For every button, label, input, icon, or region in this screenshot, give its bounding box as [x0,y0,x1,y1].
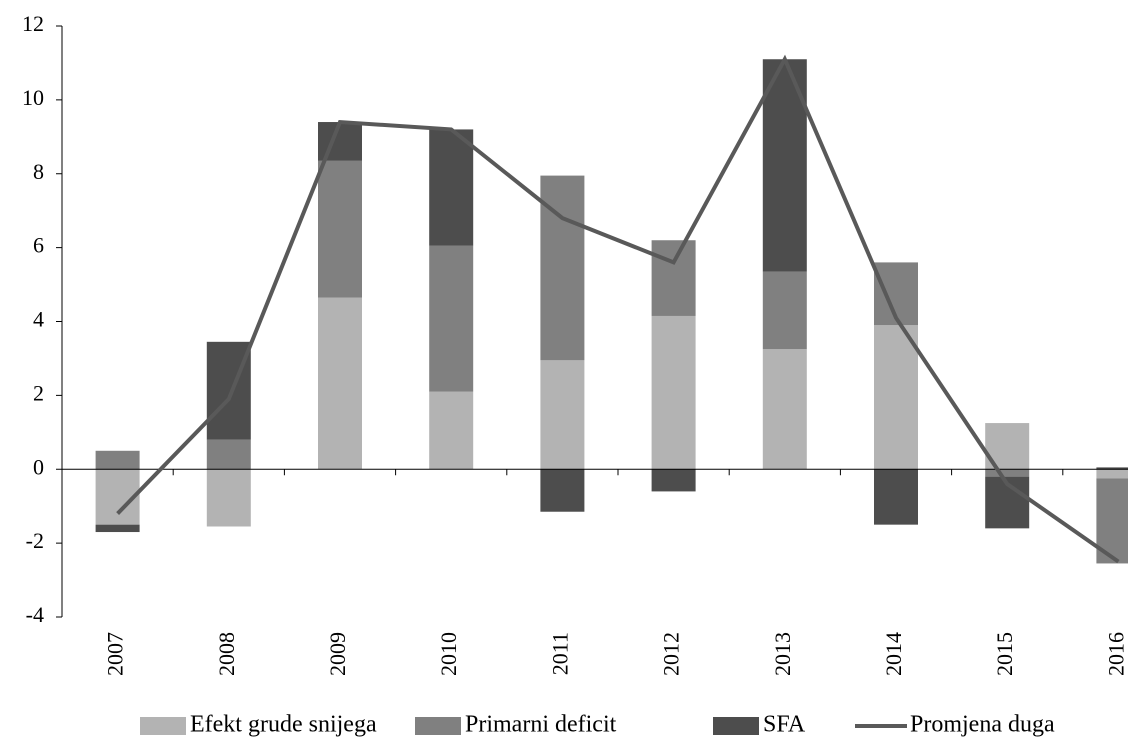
bar [206,469,251,527]
legend-label: Efekt grude snijega [190,712,377,738]
y-tick-label: -2 [26,528,44,553]
bar [95,524,140,533]
bar [651,469,696,492]
bar [540,360,585,470]
x-tick-label: 2014 [881,632,906,676]
bar [318,122,362,161]
bar [874,325,918,470]
bar [985,469,1030,477]
bar [429,129,474,246]
y-tick-label: 12 [22,11,44,36]
y-tick-label: 0 [33,454,44,479]
bar [651,240,696,316]
x-tick-label: 2015 [992,632,1017,676]
x-tick-label: 2016 [1103,632,1128,676]
bar [762,271,807,350]
y-tick-label: 10 [22,85,44,110]
y-tick-label: 4 [33,307,44,332]
bar [429,245,474,392]
legend-label: Primarni deficit [465,712,617,738]
legend-swatch [415,717,461,735]
bar [762,349,807,470]
legend-swatch [713,717,759,735]
x-tick-label: 2010 [436,632,461,676]
line [116,54,1120,564]
x-tick-label: 2007 [103,632,128,676]
bar [1096,469,1128,479]
bar [318,297,362,470]
bar [1096,467,1128,470]
y-tick-label: 2 [33,380,44,405]
y-tick-label: -4 [26,602,44,627]
y-tick-label: 6 [33,233,44,258]
x-tick-label: 2013 [770,632,795,676]
bar [206,439,251,470]
bar [651,315,696,470]
x-tick-label: 2009 [325,632,350,676]
bar [318,160,362,298]
legend-label: Promjena duga [910,712,1055,738]
y-tick-label: 8 [33,159,44,184]
bar [540,469,585,512]
x-tick-label: 2012 [659,632,684,676]
legend-label: SFA [763,712,806,738]
bar [429,391,474,470]
x-tick-label: 2011 [547,632,572,675]
bar [874,469,918,525]
bar [95,450,140,470]
x-tick-label: 2008 [214,632,239,676]
legend-swatch [140,717,186,735]
